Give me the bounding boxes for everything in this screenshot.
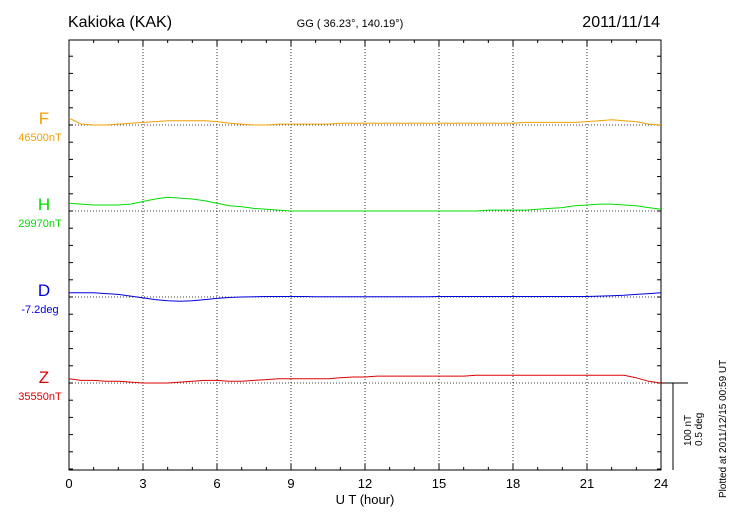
x-tick-label-9: 9 xyxy=(287,476,294,491)
x-axis-label: U T (hour) xyxy=(336,492,395,507)
coords-label: GG ( 36.23°, 140.19°) xyxy=(297,18,404,30)
x-tick-label-0: 0 xyxy=(65,476,72,491)
plot-frame xyxy=(68,39,662,471)
component-label-Z: Z xyxy=(39,368,49,387)
x-tick-label-24: 24 xyxy=(654,476,668,491)
component-label-H: H xyxy=(38,195,50,214)
vertical-grid xyxy=(142,40,588,470)
date-label: 2011/11/14 xyxy=(582,14,660,31)
series-lines xyxy=(68,117,662,384)
x-tick-label-18: 18 xyxy=(506,476,520,491)
x-tick-label-3: 3 xyxy=(139,476,146,491)
y-ticks xyxy=(69,55,661,470)
baseline-label-F: 46500nT xyxy=(18,132,62,144)
scale-deg-label: 0.5 deg xyxy=(694,413,705,446)
x-tick-label-12: 12 xyxy=(358,476,372,491)
station-title: Kakioka (KAK) xyxy=(68,14,172,31)
series-F-line xyxy=(68,117,662,126)
component-labels: F 46500nT H 29970nT D -7.2deg Z 35550nT xyxy=(18,109,62,403)
baseline-label-Z: 35550nT xyxy=(18,391,62,403)
x-tick-label-6: 6 xyxy=(213,476,220,491)
series-H-line xyxy=(68,196,662,212)
scale-nt-label: 100 nT xyxy=(683,415,694,446)
baseline-label-H: 29970nT xyxy=(18,218,62,230)
x-ticks: 0 3 6 9 12 15 18 21 24 xyxy=(65,40,668,491)
component-label-F: F xyxy=(39,109,49,128)
series-Z-line xyxy=(68,374,662,384)
series-D-line xyxy=(69,292,662,302)
x-tick-label-15: 15 xyxy=(432,476,446,491)
plotted-at-label: Plotted at 2011/12/15 00:59 UT xyxy=(718,360,729,498)
baseline-label-D: -7.2deg xyxy=(21,304,58,316)
component-label-D: D xyxy=(38,281,50,300)
x-tick-label-21: 21 xyxy=(580,476,594,491)
